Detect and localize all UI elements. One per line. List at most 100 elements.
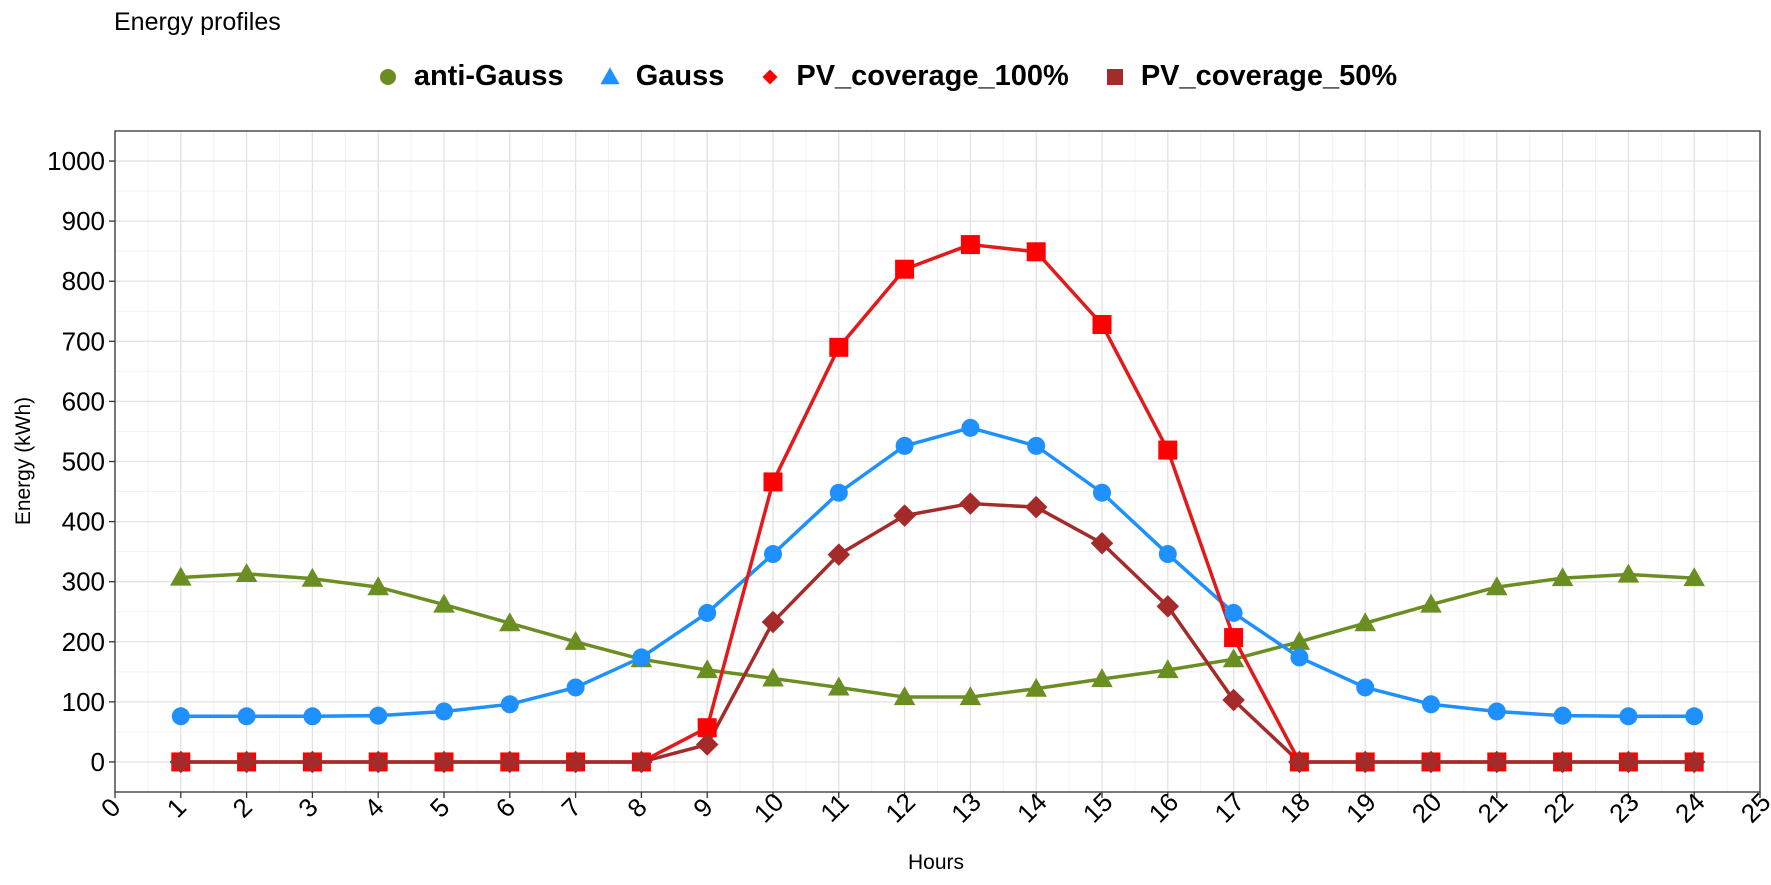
y-tick-label: 400 <box>62 507 105 537</box>
x-tick-label: 14 <box>1011 787 1053 829</box>
y-tick-label: 100 <box>62 687 105 717</box>
x-tick-label: 12 <box>879 787 921 829</box>
data-point <box>369 706 388 725</box>
x-axis-title: Hours <box>907 851 965 874</box>
series-0 <box>180 572 1695 699</box>
data-point <box>1551 567 1574 587</box>
data-point <box>961 418 980 437</box>
x-tick-label: 22 <box>1537 787 1579 829</box>
data-point <box>1685 707 1704 726</box>
data-point <box>1619 707 1638 726</box>
x-tick-label: 6 <box>490 792 521 823</box>
chart-title: Energy profiles <box>114 8 281 36</box>
data-point <box>959 686 982 706</box>
legend-item: Gauss <box>596 60 725 93</box>
legend-marker <box>379 68 396 85</box>
data-point <box>1090 531 1114 555</box>
data-point <box>1024 495 1048 519</box>
x-tick-label: 5 <box>424 792 455 823</box>
data-point <box>367 576 389 596</box>
data-point <box>1356 678 1375 697</box>
x-tick-label: 2 <box>227 792 258 823</box>
y-tick-label: 1000 <box>47 146 105 176</box>
data-point <box>499 612 521 632</box>
series-line <box>180 572 1695 699</box>
data-point <box>762 667 784 687</box>
data-point <box>1486 576 1508 596</box>
data-point <box>432 750 456 774</box>
data-point <box>1157 659 1179 679</box>
data-point <box>1290 648 1309 667</box>
y-tick-label: 800 <box>62 266 105 296</box>
data-point <box>1683 567 1705 587</box>
x-tick-label: 23 <box>1603 787 1645 829</box>
legend-marker <box>600 66 620 84</box>
legend-label: Gauss <box>635 60 725 92</box>
data-point <box>1222 648 1245 668</box>
data-point <box>1288 750 1311 774</box>
data-point <box>1354 612 1376 632</box>
data-point <box>1487 702 1506 721</box>
x-tick-label: 13 <box>945 787 987 829</box>
data-point <box>696 659 718 679</box>
data-point <box>893 504 916 527</box>
series-line <box>180 426 1695 719</box>
legend-item: PV_coverage_100% <box>756 60 1069 93</box>
data-point <box>895 259 915 279</box>
data-point <box>433 593 455 613</box>
x-tick-label: 19 <box>1340 787 1382 829</box>
y-tick-label: 200 <box>62 627 105 657</box>
data-point <box>829 483 848 502</box>
data-point <box>1092 314 1112 334</box>
x-tick-label: 10 <box>748 787 790 829</box>
data-point <box>498 750 522 774</box>
data-point <box>829 337 849 357</box>
data-point <box>1682 750 1706 774</box>
data-point <box>1222 688 1245 712</box>
data-point <box>301 750 324 774</box>
data-point <box>235 563 258 582</box>
data-point <box>1091 668 1113 688</box>
x-tick-label: 0 <box>95 792 126 823</box>
data-point <box>895 436 914 455</box>
data-point <box>1025 677 1047 697</box>
y-tick-label: 500 <box>62 447 105 477</box>
data-point <box>171 707 190 726</box>
legend: anti-Gauss Gauss PV_coverage_100% PV_covera… <box>0 60 1771 93</box>
x-tick-label: 15 <box>1077 787 1119 829</box>
data-point <box>1158 440 1178 460</box>
data-point <box>1027 436 1046 455</box>
data-point <box>632 648 651 667</box>
legend-marker-shape <box>762 69 778 84</box>
data-point <box>698 603 717 622</box>
data-point <box>1158 545 1177 564</box>
x-tick-label: 25 <box>1735 787 1771 829</box>
data-point <box>761 610 785 634</box>
data-point <box>697 718 717 738</box>
x-tick-label: 18 <box>1274 787 1316 829</box>
data-point <box>763 472 783 492</box>
data-point <box>1156 595 1180 618</box>
data-point <box>500 695 519 714</box>
legend-marker-shape <box>600 66 620 84</box>
legend-marker-shape <box>1106 68 1123 85</box>
data-point <box>435 702 453 721</box>
legend-marker-shape <box>379 68 396 85</box>
y-tick-label: 0 <box>91 747 105 777</box>
data-point <box>237 707 256 726</box>
x-tick-label: 4 <box>358 792 389 823</box>
legend-label: PV_coverage_50% <box>1140 60 1398 92</box>
data-point <box>1617 750 1640 774</box>
x-tick-label: 7 <box>556 792 587 823</box>
data-point <box>1353 750 1377 774</box>
data-point <box>235 750 258 774</box>
data-point <box>303 707 322 726</box>
data-point <box>1224 628 1244 648</box>
data-point <box>1093 483 1111 502</box>
grid-lines <box>114 130 1761 792</box>
legend-label: anti-Gauss <box>413 60 564 92</box>
series-points-3 <box>169 492 1706 774</box>
legend-label: PV_coverage_100% <box>796 60 1069 92</box>
data-point <box>566 678 585 697</box>
data-point <box>564 630 587 650</box>
